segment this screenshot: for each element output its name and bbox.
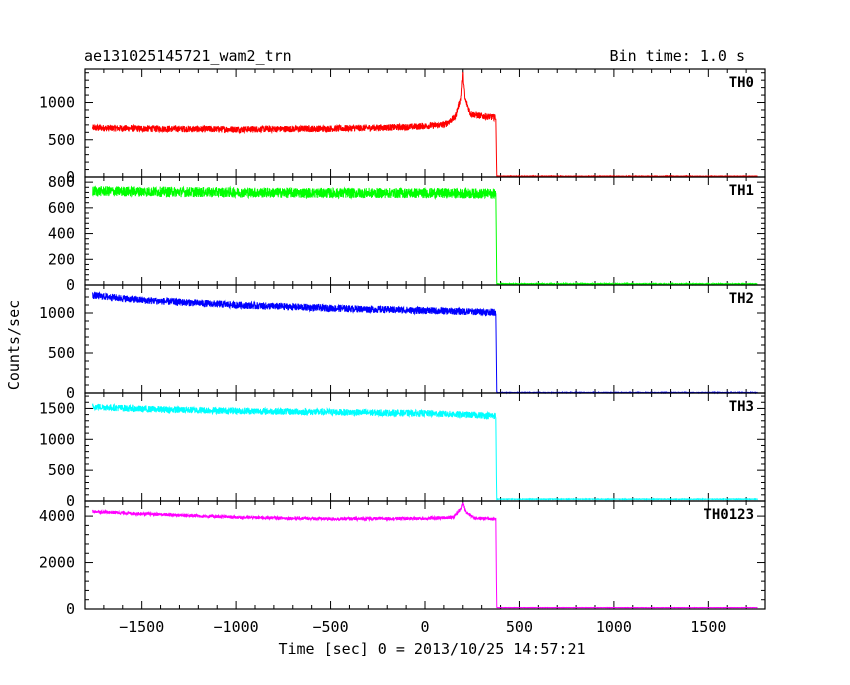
y-tick-label: 0 [66,384,75,402]
y-tick-label: 0 [66,276,75,294]
y-tick-label: 2000 [39,554,75,572]
bin-time-label: Bin time: 1.0 s [610,47,745,65]
series-label: TH0123 [703,507,754,523]
series-line-th0 [92,71,758,178]
y-tick-label: 1000 [39,94,75,112]
x-tick-label: 0 [420,618,429,636]
panel-th0123: 0 2000 4000 TH0123 [39,500,766,618]
y-tick-label: 600 [48,199,75,217]
series-line-th1 [92,185,758,287]
y-tick-label: 800 [48,173,75,191]
series-label: TH0 [729,75,754,91]
y-tick-label: 1000 [39,304,75,322]
panels-group: 0 500 1000 TH0 0 200 400 600 800 TH1 0 500 1000 TH2 0 5… [39,68,766,636]
panel-th1: 0 200 400 600 800 TH1 [48,173,766,294]
x-tick-label: −500 [312,618,348,636]
x-tick-label: 1500 [690,618,726,636]
panel-th2: 0 500 1000 TH2 [39,284,766,402]
y-tick-label: 500 [48,131,75,149]
y-tick-label: 0 [66,600,75,618]
series-label: TH2 [729,291,754,307]
series-label: TH1 [729,183,754,199]
x-axis-title: Time [sec] 0 = 2013/10/25 14:57:21 [278,640,585,658]
y-tick-label: 1000 [39,430,75,448]
y-tick-label: 0 [66,492,75,510]
x-tick-label: −1500 [119,618,164,636]
file-title: ae131025145721_wam2_trn [84,47,292,65]
series-line-th0123 [92,502,758,609]
x-tick-label: 500 [506,618,533,636]
y-tick-label: 4000 [39,507,75,525]
y-tick-label: 200 [48,250,75,268]
series-label: TH3 [729,399,754,415]
y-tick-label: 500 [48,461,75,479]
panel-th0: 0 500 1000 TH0 [39,68,766,186]
y-tick-label: 500 [48,344,75,362]
x-tick-label: −1000 [214,618,259,636]
y-tick-label: 1500 [39,399,75,417]
y-tick-label: 400 [48,225,75,243]
y-tick-label: 0 [66,168,75,186]
series-line-th3 [92,403,758,501]
x-tick-label: 1000 [596,618,632,636]
panel-frame [84,68,766,178]
series-line-th2 [92,291,758,395]
y-axis-title: Counts/sec [5,300,23,390]
panel-th3: 0 500 1000 1500 TH3 [39,392,766,510]
